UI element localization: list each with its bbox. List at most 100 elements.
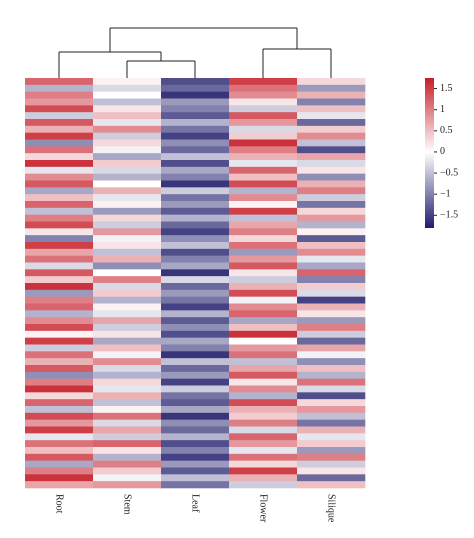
heatmap-cell xyxy=(93,166,162,174)
heatmap-cell xyxy=(229,337,298,345)
heatmap-cell xyxy=(93,453,162,461)
heatmap-cell xyxy=(25,91,94,99)
heatmap-cell xyxy=(161,98,230,106)
heatmap-cell xyxy=(93,201,162,209)
colorbar xyxy=(425,78,434,228)
heatmap-cell xyxy=(229,84,298,92)
heatmap-cell xyxy=(229,132,298,140)
heatmap-cell xyxy=(25,289,94,297)
heatmap-cell xyxy=(229,276,298,284)
heatmap-cell xyxy=(161,433,230,441)
heatmap-cell xyxy=(229,351,298,359)
heatmap-cell xyxy=(93,385,162,393)
heatmap-cell xyxy=(93,296,162,304)
heatmap-cell xyxy=(297,153,366,161)
heatmap-cell xyxy=(229,392,298,400)
heatmap-cell xyxy=(229,406,298,414)
colorbar-tick-label: 1 xyxy=(440,104,445,115)
heatmap-cell xyxy=(229,214,298,222)
heatmap-cell xyxy=(93,207,162,215)
heatmap-cell xyxy=(297,351,366,359)
heatmap-cell xyxy=(25,139,94,147)
heatmap-cell xyxy=(161,289,230,297)
heatmap-cell xyxy=(161,296,230,304)
heatmap-cell xyxy=(25,194,94,202)
heatmap-cell xyxy=(93,406,162,414)
heatmap-cell xyxy=(229,371,298,379)
heatmap-cell xyxy=(93,276,162,284)
heatmap-cell xyxy=(297,173,366,181)
heatmap-cell xyxy=(25,283,94,291)
heatmap-cell xyxy=(297,180,366,188)
heatmap-cell xyxy=(297,112,366,120)
heatmap-cell xyxy=(25,440,94,448)
heatmap-cell xyxy=(229,228,298,236)
heatmap-cell xyxy=(161,255,230,263)
heatmap-cell xyxy=(297,310,366,318)
heatmap-cell xyxy=(229,139,298,147)
heatmap-cell xyxy=(297,255,366,263)
heatmap-cell xyxy=(297,235,366,243)
heatmap-cell xyxy=(25,358,94,366)
heatmap-cell xyxy=(93,235,162,243)
heatmap-cell xyxy=(25,132,94,140)
heatmap-cell xyxy=(229,412,298,420)
heatmap-cell xyxy=(229,153,298,161)
heatmap-cell xyxy=(229,385,298,393)
heatmap-cell xyxy=(25,119,94,127)
heatmap-cell xyxy=(25,330,94,338)
heatmap-cell xyxy=(229,296,298,304)
heatmap-cell xyxy=(25,84,94,92)
heatmap-cell xyxy=(297,276,366,284)
heatmap-cell xyxy=(229,119,298,127)
heatmap-cell xyxy=(297,228,366,236)
heatmap-cell xyxy=(297,399,366,407)
heatmap-cell xyxy=(25,447,94,455)
heatmap-cell xyxy=(25,474,94,482)
heatmap-cell xyxy=(25,146,94,154)
heatmap-cell xyxy=(297,453,366,461)
heatmap-cell xyxy=(229,426,298,434)
heatmap-cell xyxy=(297,460,366,468)
heatmap-cell xyxy=(93,481,162,489)
heatmap-cell xyxy=(25,228,94,236)
heatmap-cell xyxy=(161,474,230,482)
heatmap-cell xyxy=(25,153,94,161)
heatmap-cell xyxy=(25,467,94,475)
heatmap-cell xyxy=(93,228,162,236)
heatmap-cell xyxy=(229,112,298,120)
heatmap-cell xyxy=(161,467,230,475)
heatmap-cell xyxy=(25,426,94,434)
heatmap-cell xyxy=(93,221,162,229)
heatmap-cell xyxy=(93,310,162,318)
heatmap-cell xyxy=(297,378,366,386)
heatmap-cell xyxy=(93,84,162,92)
heatmap-cell xyxy=(297,289,366,297)
heatmap-cell xyxy=(25,276,94,284)
heatmap-cell xyxy=(229,180,298,188)
heatmap-cell xyxy=(229,235,298,243)
heatmap-cell xyxy=(161,221,230,229)
heatmap-cell xyxy=(161,406,230,414)
heatmap-cell xyxy=(161,440,230,448)
heatmap-cell xyxy=(93,426,162,434)
heatmap-cell xyxy=(93,371,162,379)
heatmap-cell xyxy=(161,419,230,427)
heatmap-cell xyxy=(161,399,230,407)
heatmap-cell xyxy=(93,180,162,188)
heatmap-cell xyxy=(297,419,366,427)
heatmap-cell xyxy=(161,119,230,127)
heatmap-cell xyxy=(161,337,230,345)
heatmap-cell xyxy=(93,474,162,482)
heatmap-cell xyxy=(297,412,366,420)
heatmap-cell xyxy=(93,358,162,366)
heatmap-cell xyxy=(161,481,230,489)
heatmap-cell xyxy=(25,303,94,311)
heatmap-cell xyxy=(93,105,162,113)
heatmap-cell xyxy=(161,180,230,188)
heatmap-cell xyxy=(25,235,94,243)
heatmap-cell xyxy=(93,173,162,181)
heatmap-cell xyxy=(161,426,230,434)
heatmap-cell xyxy=(229,453,298,461)
heatmap-cell xyxy=(93,378,162,386)
